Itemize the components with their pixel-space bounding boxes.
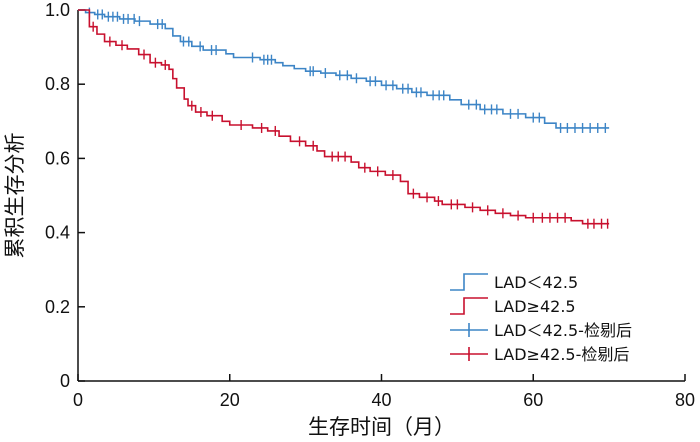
- x-tick-label: 0: [73, 390, 83, 410]
- legend-step-symbol: [450, 297, 488, 315]
- y-tick-label: 1.0: [45, 0, 70, 20]
- legend-item: LAD≥42.5: [450, 297, 576, 316]
- series: [78, 7, 610, 229]
- legend-label: LAD＜42.5: [494, 273, 578, 292]
- survival-step-line: [78, 9, 610, 129]
- survival-step-line: [78, 9, 610, 225]
- legend-label: LAD＜42.5-检剔后: [494, 321, 632, 340]
- x-tick-label: 80: [675, 390, 695, 410]
- series-group: [78, 9, 610, 229]
- legend: LAD＜42.5 LAD≥42.5 LAD＜42.5-检剔后 LAD≥42.5-检剔后: [450, 273, 632, 364]
- x-axis-title: 生存时间（月）: [308, 415, 455, 439]
- x-tick-label: 20: [220, 390, 240, 410]
- legend-item: LAD≥42.5-检剔后: [450, 345, 629, 364]
- x-tick-label: 40: [371, 390, 391, 410]
- y-tick-label: 0.8: [45, 74, 70, 94]
- x-ticks: 0 20 40 60 80: [73, 374, 695, 410]
- y-axis-title: 累积生存分析: [3, 133, 27, 259]
- y-tick-label: 0: [60, 371, 70, 391]
- legend-step-symbol: [450, 273, 488, 291]
- legend-label: LAD≥42.5-检剔后: [494, 345, 629, 364]
- x-tick-label: 60: [523, 390, 543, 410]
- legend-label: LAD≥42.5: [494, 297, 576, 316]
- y-tick-label: 0.2: [45, 297, 70, 317]
- y-tick-label: 0.4: [45, 223, 70, 243]
- legend-item: LAD＜42.5-检剔后: [450, 321, 632, 340]
- y-tick-label: 0.6: [45, 148, 70, 168]
- series-group: [78, 7, 610, 133]
- legend-item: LAD＜42.5: [450, 273, 578, 292]
- y-ticks: 0 0.2 0.4 0.6 0.8 1.0: [45, 0, 85, 391]
